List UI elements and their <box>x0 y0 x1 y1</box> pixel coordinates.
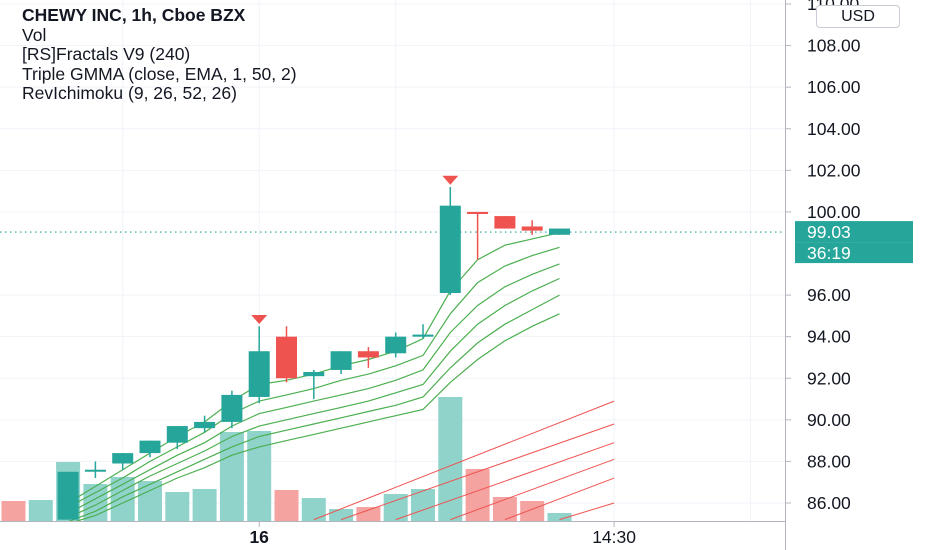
candle-body <box>467 211 489 214</box>
volume-bar <box>301 498 326 521</box>
y-tick-label: 104.00 <box>807 119 861 139</box>
candle-body <box>521 226 543 231</box>
candle-body <box>439 205 461 294</box>
gmma-slow-line <box>504 477 615 521</box>
candle-body <box>84 469 106 472</box>
countdown-label: 36:19 <box>807 243 851 263</box>
indicator-label[interactable]: Vol <box>22 24 47 45</box>
x-tick-label: 16 <box>249 527 269 547</box>
y-tick-label: 92.00 <box>807 368 851 388</box>
y-tick-label: 88.00 <box>807 451 851 471</box>
indicator-label[interactable]: Triple GMMA (close, EMA, 1, 50, 2) <box>22 63 297 84</box>
volume-bar <box>165 492 190 521</box>
fractal-marker <box>251 315 268 325</box>
gmma-slow-line <box>340 423 615 521</box>
candle-body <box>303 372 325 377</box>
volume-bar <box>520 501 545 521</box>
x-tick-label: 14:30 <box>592 527 636 547</box>
volume-bar <box>492 497 517 521</box>
chart-title: CHEWY INC, 1h, Cboe BZX <box>22 5 246 25</box>
volume-bar <box>411 489 435 521</box>
gmma-fast-line <box>67 263 560 514</box>
last-price-label: 99.03 <box>807 222 851 242</box>
volume-bar <box>547 513 572 521</box>
gmma-slow-line <box>450 458 615 521</box>
candle-body <box>494 216 516 229</box>
indicator-label[interactable]: [RS]Fractals V9 (240) <box>22 44 191 64</box>
y-tick-label: 108.00 <box>807 36 861 56</box>
chart-legend: CHEWY INC, 1h, Cboe BZX Vol [RS]Fractals… <box>22 5 297 104</box>
gmma-fast-line <box>68 294 560 521</box>
gmma-fast-line <box>67 277 560 519</box>
y-tick-label: 86.00 <box>807 493 851 513</box>
y-tick-label: 94.00 <box>807 327 851 347</box>
candle-body <box>549 228 570 235</box>
gmma-fast-line <box>75 313 560 521</box>
candle-body <box>57 471 79 520</box>
volume-bar <box>356 507 381 521</box>
volume-bar <box>28 500 53 521</box>
candle-body <box>139 440 161 454</box>
countdown-box <box>795 242 913 264</box>
gmma-fast-line <box>67 232 560 504</box>
fractal-marker <box>442 175 459 185</box>
candle-body <box>112 453 134 464</box>
candle-body <box>248 351 270 397</box>
candle-body <box>357 351 379 358</box>
indicator-label[interactable]: RevIchimoku (9, 26, 52, 26) <box>22 83 237 103</box>
candle-body <box>385 336 407 354</box>
y-tick-label: 106.00 <box>807 77 861 97</box>
volume-bar <box>247 431 272 521</box>
last-price-box <box>795 221 913 243</box>
y-tick-label: 100.00 <box>807 202 861 222</box>
candle-body <box>412 334 434 337</box>
volume-bar <box>219 432 244 521</box>
gmma-slow-line <box>313 400 615 521</box>
y-tick-label: 96.00 <box>807 285 851 305</box>
candle-body <box>276 336 297 379</box>
volume-bar <box>438 397 463 521</box>
y-tick-label: 90.00 <box>807 410 851 430</box>
candle-body <box>221 394 243 422</box>
gmma-slow-line <box>395 442 615 521</box>
y-tick-label: 102.00 <box>807 160 861 180</box>
volume-bar <box>1 501 26 521</box>
price-axis-bg <box>785 0 932 550</box>
volume-bar <box>192 489 217 521</box>
candle-body <box>166 426 188 443</box>
gmma-slow-line <box>559 502 615 521</box>
volume-bar <box>274 490 299 521</box>
currency-button[interactable]: USD <box>816 5 900 28</box>
candle-body <box>330 351 352 370</box>
candle-body <box>194 421 216 429</box>
